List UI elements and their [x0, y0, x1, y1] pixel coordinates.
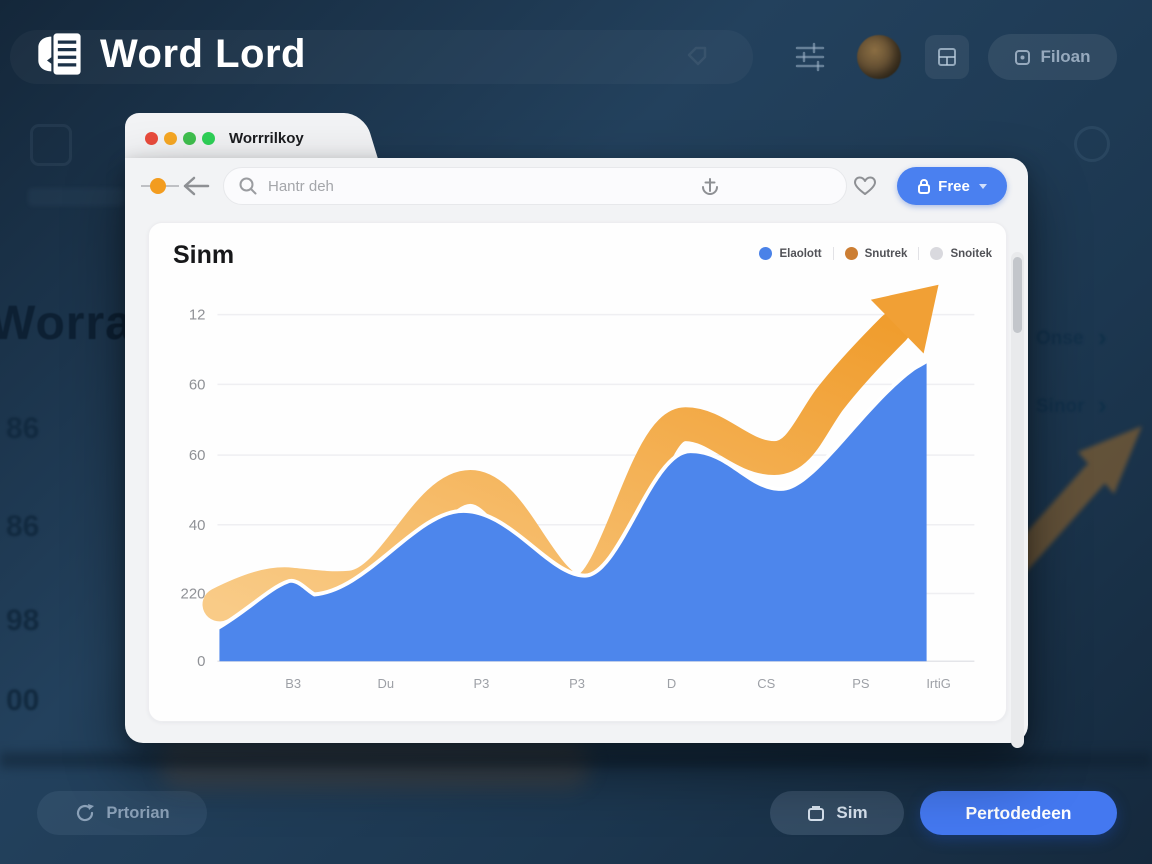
minimize-dot[interactable] [164, 131, 177, 145]
chart-card: 12 60 60 40 220 0 B3 Du P3 [148, 222, 1007, 722]
lock-icon [918, 179, 931, 194]
blue-area-series [219, 363, 927, 662]
free-label: Free [938, 177, 970, 195]
x-axis-labels: B3 Du P3 P3 D CS PS IrtiG [285, 676, 951, 691]
avatar[interactable] [857, 35, 901, 79]
search-input[interactable] [268, 177, 832, 195]
sliders-icon[interactable] [792, 39, 828, 75]
prtorian-label: Prtorian [106, 803, 170, 822]
svg-text:220: 220 [181, 585, 206, 602]
prtorian-button[interactable]: Prtorian [37, 791, 207, 835]
heart-icon[interactable] [853, 175, 877, 197]
legend-item[interactable]: Snoitek [930, 247, 992, 260]
bg-stripe [0, 752, 1152, 768]
book-logo-icon [38, 33, 81, 75]
bg-number: 86 [6, 510, 40, 543]
bg-number: 00 [6, 684, 40, 717]
svg-text:CS: CS [757, 676, 775, 691]
refresh-icon [77, 804, 95, 822]
legend-label: Snoitek [950, 247, 992, 260]
bg-clock-icon [1074, 126, 1110, 162]
bg-chart-icon [30, 124, 72, 166]
bg-glow [160, 742, 590, 788]
caret-down-icon [978, 183, 987, 189]
chart-title: Sinm [173, 241, 235, 269]
legend-dot-orange [844, 247, 858, 260]
traffic-dots[interactable] [145, 131, 215, 145]
address-searchbar[interactable] [223, 167, 847, 205]
legend-label: Elaolott [779, 247, 822, 260]
svg-text:P3: P3 [569, 676, 585, 691]
scrollbar-thumb[interactable] [1013, 257, 1022, 333]
filoan-label: Filoan [1040, 47, 1091, 66]
arrow-head [870, 284, 939, 354]
svg-text:12: 12 [189, 307, 206, 324]
svg-text:Du: Du [377, 676, 394, 691]
pertodedeen-label: Pertodedeen [965, 802, 1072, 823]
grid-icon [938, 48, 956, 66]
legend-divider [918, 247, 920, 260]
chevron-right-icon: › [1098, 322, 1107, 352]
free-button[interactable]: Free [897, 167, 1007, 205]
bg-worra-text: Worra [0, 297, 133, 350]
scrollbar-track[interactable] [1011, 252, 1024, 748]
magnifier-icon [239, 177, 257, 195]
sim-label: Sim [836, 803, 868, 822]
window-arrow-icon [1015, 49, 1031, 65]
chart-legend: Elaolott Snutrek Snoitek [759, 247, 992, 260]
header-faint-searchbar [10, 30, 753, 84]
zoom-dot[interactable] [183, 131, 196, 145]
legend-divider [832, 247, 834, 260]
sim-button[interactable]: Sim [770, 791, 904, 835]
chevron-right-icon: › [1098, 390, 1107, 420]
box-icon [808, 806, 825, 821]
app-name: Word Lord [100, 31, 306, 76]
bg-number: 98 [6, 604, 40, 637]
legend-dot-gray [930, 247, 944, 260]
svg-text:60: 60 [189, 376, 206, 393]
search-icon[interactable] [330, 127, 352, 149]
browser-tab[interactable]: Worrrilkoy [125, 113, 353, 163]
trend-area-chart: 12 60 60 40 220 0 B3 Du P3 [181, 284, 975, 691]
close-dot[interactable] [145, 131, 158, 145]
extra-dot[interactable] [202, 131, 215, 145]
svg-text:PS: PS [852, 676, 870, 691]
pertodedeen-button[interactable]: Pertodedeen [920, 791, 1117, 835]
share-anchor-icon[interactable] [698, 175, 722, 199]
browser-window: Free [125, 158, 1028, 748]
svg-text:60: 60 [189, 447, 206, 464]
legend-item[interactable]: Snutrek [844, 247, 908, 260]
svg-text:D: D [667, 676, 676, 691]
tag-icon [687, 46, 707, 66]
legend-dot-blue [759, 247, 773, 260]
legend-label: Snutrek [864, 247, 908, 260]
svg-text:P3: P3 [473, 676, 489, 691]
app-logo: Word Lord [34, 28, 306, 80]
bg-text-bar [28, 188, 124, 206]
tab-title: Worrrilkoy [229, 129, 304, 147]
svg-text:0: 0 [197, 653, 205, 670]
svg-text:IrtiG: IrtiG [926, 676, 950, 691]
svg-text:40: 40 [189, 517, 206, 534]
apps-grid-button[interactable] [925, 35, 969, 79]
record-dot[interactable] [150, 178, 166, 194]
filoan-button[interactable]: Filoan [988, 34, 1117, 80]
legend-item[interactable]: Elaolott [759, 247, 822, 260]
back-arrow-icon[interactable] [181, 172, 211, 200]
bg-right-row: Onse [1036, 328, 1084, 349]
bg-right-row: Sinor [1036, 396, 1085, 417]
svg-text:B3: B3 [285, 676, 301, 691]
bg-number: 86 [6, 412, 40, 445]
y-axis-labels: 12 60 60 40 220 0 [181, 307, 206, 671]
